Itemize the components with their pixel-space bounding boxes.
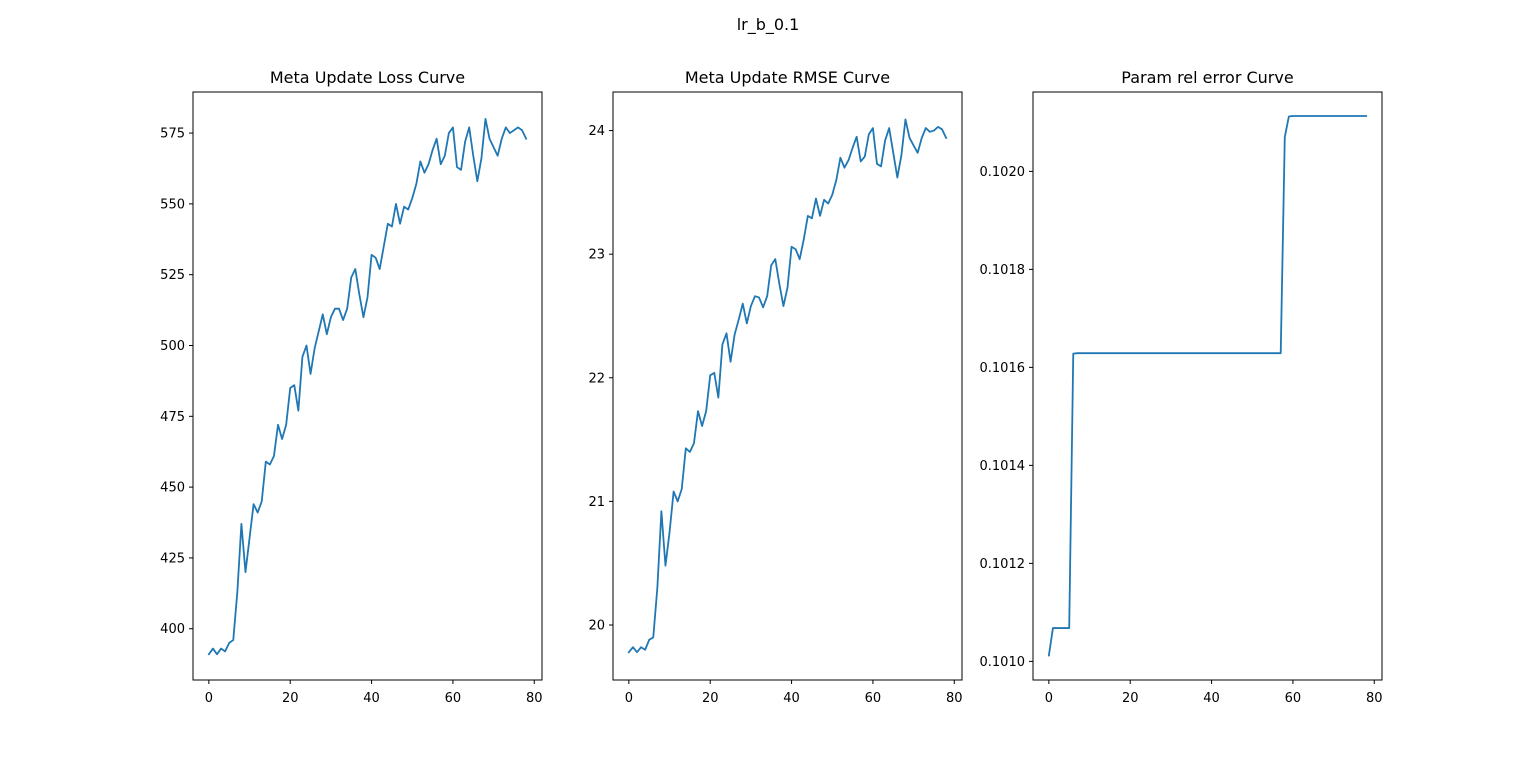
rmse-y-tick-label: 24 — [588, 124, 605, 139]
loss-y-tick-label: 500 — [160, 339, 185, 354]
param-rel-error-chart: Param rel error Curve 0 20 40 60 80 0.1010 0.1… — [980, 68, 1383, 706]
param-rel-error-x-tick-label: 0 — [1045, 691, 1053, 706]
param-rel-error-y-tick-label: 0.1016 — [980, 361, 1026, 376]
rmse-chart-title: Meta Update RMSE Curve — [685, 68, 890, 87]
rmse-x-tick-label: 20 — [702, 691, 719, 706]
rmse-chart: Meta Update RMSE Curve 0 20 40 60 80 20 21 22 23… — [588, 68, 962, 706]
param-rel-error-x-tick-label: 80 — [1366, 691, 1383, 706]
param-rel-error-y-tick-label: 0.1018 — [980, 263, 1026, 278]
loss-x-tick-label: 20 — [282, 691, 299, 706]
loss-axes-frame — [192, 91, 543, 681]
param-rel-error-y-tick-label: 0.1010 — [980, 655, 1026, 670]
rmse-x-tick-label: 80 — [946, 691, 963, 706]
rmse-x-tick-label: 0 — [625, 691, 633, 706]
rmse-y-tick-label: 21 — [588, 495, 605, 510]
loss-x-tick-label: 80 — [526, 691, 543, 706]
rmse-axes-frame — [612, 91, 963, 681]
param-rel-error-axes-frame — [1032, 91, 1383, 681]
loss-y-tick-label: 425 — [160, 551, 185, 566]
loss-y-tick-label: 475 — [160, 410, 185, 425]
loss-x-tick-label: 0 — [205, 691, 213, 706]
param-rel-error-y-tick-label: 0.1014 — [980, 459, 1026, 474]
rmse-y-tick-label: 20 — [588, 618, 605, 633]
param-rel-error-series-line — [1047, 115, 1368, 657]
loss-y-tick-label: 450 — [160, 481, 185, 496]
loss-y-tick-label: 525 — [160, 268, 185, 283]
loss-series-line — [207, 118, 528, 656]
loss-chart: Meta Update Loss Curve 0 20 40 60 80 400 425 45… — [160, 68, 542, 706]
rmse-y-tick-label: 22 — [588, 371, 605, 386]
loss-y-tick-label: 400 — [160, 622, 185, 637]
param-rel-error-y-tick-label: 0.1012 — [980, 557, 1026, 572]
param-rel-error-x-tick-label: 60 — [1285, 691, 1302, 706]
rmse-series-line — [627, 118, 948, 654]
rmse-y-tick-label: 23 — [588, 248, 605, 263]
loss-x-tick-label: 60 — [445, 691, 462, 706]
param-rel-error-y-tick-label: 0.1020 — [980, 165, 1026, 180]
param-rel-error-x-tick-label: 40 — [1203, 691, 1220, 706]
loss-chart-title: Meta Update Loss Curve — [270, 68, 465, 87]
param-rel-error-x-tick-label: 20 — [1122, 691, 1139, 706]
loss-y-tick-label: 575 — [160, 127, 185, 142]
rmse-x-tick-label: 60 — [865, 691, 882, 706]
param-rel-error-chart-title: Param rel error Curve — [1121, 68, 1293, 87]
figure-suptitle: lr_b_0.1 — [737, 15, 800, 35]
rmse-x-tick-label: 40 — [783, 691, 800, 706]
loss-x-tick-label: 40 — [363, 691, 380, 706]
loss-y-tick-label: 550 — [160, 197, 185, 212]
